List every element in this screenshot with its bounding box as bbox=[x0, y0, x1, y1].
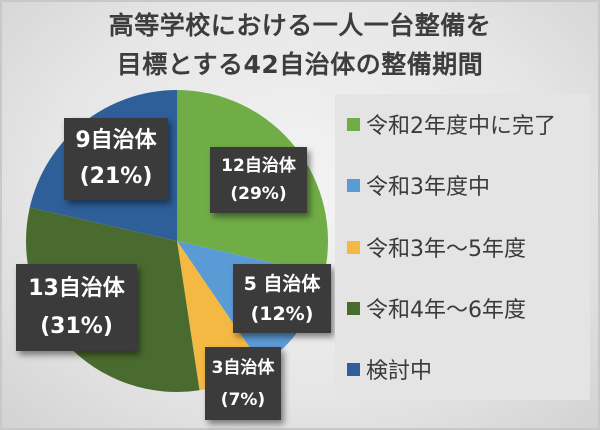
data-label-darkgreen: 13自治体 (31%) bbox=[16, 264, 137, 351]
legend-item-reiwa3: 令和3年度中 bbox=[347, 169, 490, 201]
legend-item-under-review: 検討中 bbox=[347, 353, 432, 385]
legend-swatch-lightblue bbox=[347, 178, 360, 192]
data-label-green: 12自治体 (29%) bbox=[210, 147, 307, 213]
chart-title-line1: 高等学校における一人一台整備を bbox=[108, 11, 492, 40]
legend-swatch-darkgreen bbox=[347, 301, 360, 315]
legend-item-reiwa4-6: 令和4年〜6年度 bbox=[347, 292, 526, 324]
legend-swatch-green bbox=[347, 117, 360, 131]
chart-title: 高等学校における一人一台整備を 目標とする42自治体の整備期間 bbox=[0, 6, 600, 84]
legend-swatch-yellow bbox=[347, 240, 360, 254]
legend: 令和2年度中に完了 令和3年度中 令和3年〜5年度 令和4年〜6年度 検討中 bbox=[335, 94, 590, 400]
legend-item-reiwa3-5: 令和3年〜5年度 bbox=[347, 231, 526, 263]
chart-title-line2: 目標とする42自治体の整備期間 bbox=[116, 50, 484, 79]
legend-item-reiwa2-complete: 令和2年度中に完了 bbox=[347, 108, 556, 140]
legend-swatch-blue bbox=[347, 362, 360, 376]
data-label-blue: 9自治体 (21%) bbox=[64, 118, 168, 200]
data-label-yellow: 3自治体 (7%) bbox=[205, 347, 281, 420]
data-label-lightblue: 5 自治体 (12%) bbox=[233, 264, 331, 333]
